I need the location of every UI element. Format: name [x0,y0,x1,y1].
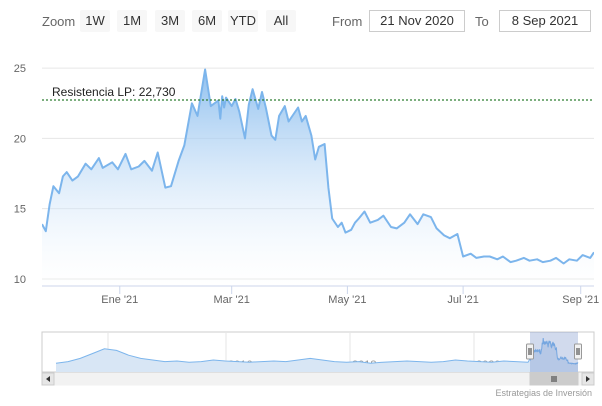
range-selector: Zoom 1W 1M 3M 6M YTD All From 21 Nov 202… [0,10,602,32]
zoom-ytd-button[interactable]: YTD [228,10,258,32]
y-tick-label: 25 [14,63,26,75]
zoom-1w-button[interactable]: 1W [80,10,110,32]
zoom-1m-button[interactable]: 1M [117,10,147,32]
y-tick-label: 20 [14,133,26,145]
x-tick-label: Ene '21 [101,294,138,306]
zoom-6m-button[interactable]: 6M [192,10,222,32]
from-label: From [332,14,363,29]
scrollbar-track[interactable] [41,372,595,386]
to-label: To [475,14,489,29]
x-tick-label: Jul '21 [447,294,478,306]
zoom-all-button[interactable]: All [266,10,296,32]
scroll-left-arrow-icon [46,376,50,382]
x-tick-label: May '21 [328,294,366,306]
zoom-label: Zoom [42,14,76,29]
series-area [42,69,594,286]
reference-line-group: Resistencia LP: 22,730 [42,85,594,101]
series-line[interactable] [42,68,594,265]
navigator-right-handle[interactable] [574,343,582,360]
plot-area[interactable] [42,68,594,287]
y-tick-label: 10 [14,274,26,286]
to-date-input[interactable]: 8 Sep 2021 [499,10,591,32]
axes: 10 15 20 25 Ene '21 Mar '21 May '21 Jul '21 Sep … [14,63,599,306]
x-tick-label: Mar '21 [214,294,250,306]
credit-text: Estrategias de Inversión [495,388,592,398]
from-date-input[interactable]: 21 Nov 2020 [369,10,465,32]
x-tick-label: Sep '21 [562,294,599,306]
navigator[interactable]: 2014201620182020 [41,331,595,386]
navigator-area [56,338,578,372]
navigator-left-handle[interactable] [526,343,534,360]
resistance-label: Resistencia LP: 22,730 [52,85,176,99]
navigator-selection[interactable] [530,332,578,372]
scroll-right-arrow-icon [586,376,590,382]
zoom-3m-button[interactable]: 3M [155,10,185,32]
navigator-line [55,338,579,365]
y-tick-label: 15 [14,204,26,216]
